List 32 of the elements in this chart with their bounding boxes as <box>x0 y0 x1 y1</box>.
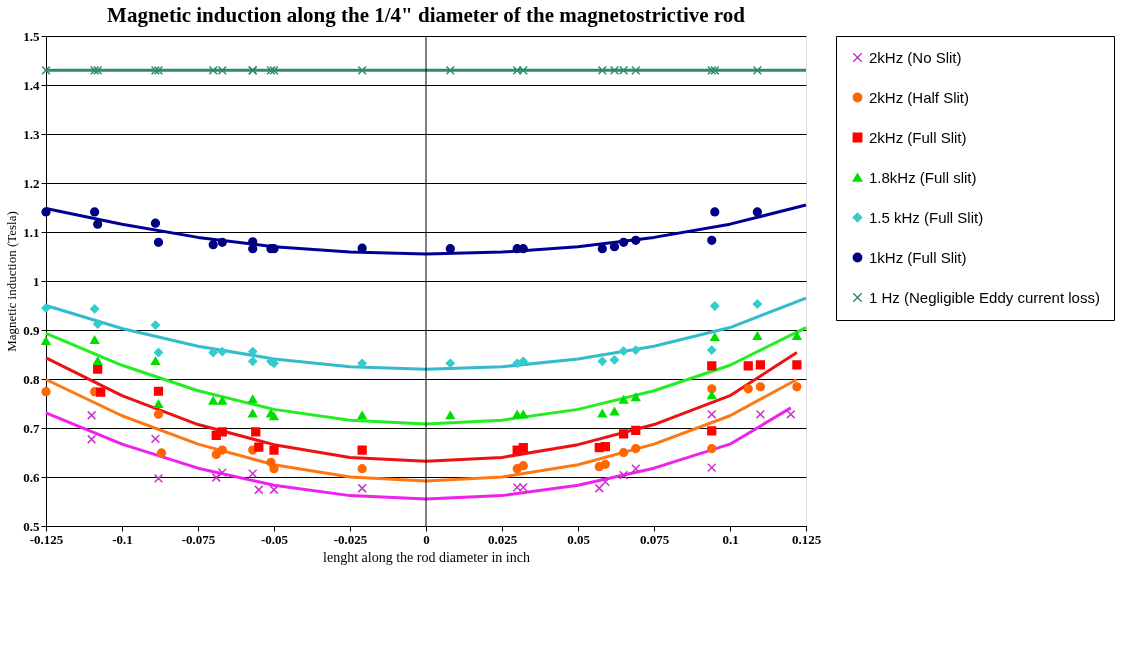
x-tick-label: -0.05 <box>260 531 289 547</box>
y-tick-label: 1.5 <box>23 28 40 44</box>
y-tick-label: 1.4 <box>23 77 40 93</box>
y-tick-label: 0.6 <box>23 469 40 485</box>
x-tick-label: -0.1 <box>112 531 133 547</box>
legend-label: 1 Hz (Negligible Eddy current loss) <box>869 288 1100 306</box>
legend-label: 2kHz (Half Slit) <box>869 88 970 106</box>
legend-label: 1.8kHz (Full slit) <box>869 168 977 186</box>
x-tick-label: -0.025 <box>333 531 368 547</box>
y-tick-label: 0.9 <box>23 322 40 338</box>
legend-label: 2kHz (No Slit) <box>869 48 962 66</box>
legend-label: 1kHz (Full Slit) <box>869 248 967 266</box>
y-tick-label: 0.8 <box>23 371 40 387</box>
x-tick-label: 0.025 <box>487 531 518 547</box>
y-tick-label: 1.2 <box>23 175 40 191</box>
chart-title: Magnetic induction along the 1/4" diameter of the magnetostrictive rod <box>107 3 746 27</box>
y-tick-label: 1.1 <box>23 224 40 240</box>
x-tick-label: 0.1 <box>722 531 739 547</box>
y-tick-label: 0.7 <box>23 420 40 436</box>
x-tick-label: 0 <box>423 531 430 547</box>
legend-label: 2kHz (Full Slit) <box>869 128 967 146</box>
legend-label: 1.5 kHz (Full Slit) <box>869 208 984 226</box>
y-tick-label: 0.5 <box>23 518 40 534</box>
x-tick-label: -0.125 <box>29 531 64 547</box>
x-tick-label: -0.075 <box>181 531 216 547</box>
y-axis-title: Magnetic induction (Tesla) <box>4 211 20 352</box>
y-tick-label: 1.3 <box>23 126 40 142</box>
x-tick-label: 0.075 <box>639 531 670 547</box>
y-tick-label: 1 <box>33 273 40 289</box>
x-axis-title: lenght along the rod diameter in inch <box>323 549 530 565</box>
x-tick-label: 0.125 <box>791 531 822 547</box>
x-tick-label: 0.05 <box>567 531 591 547</box>
